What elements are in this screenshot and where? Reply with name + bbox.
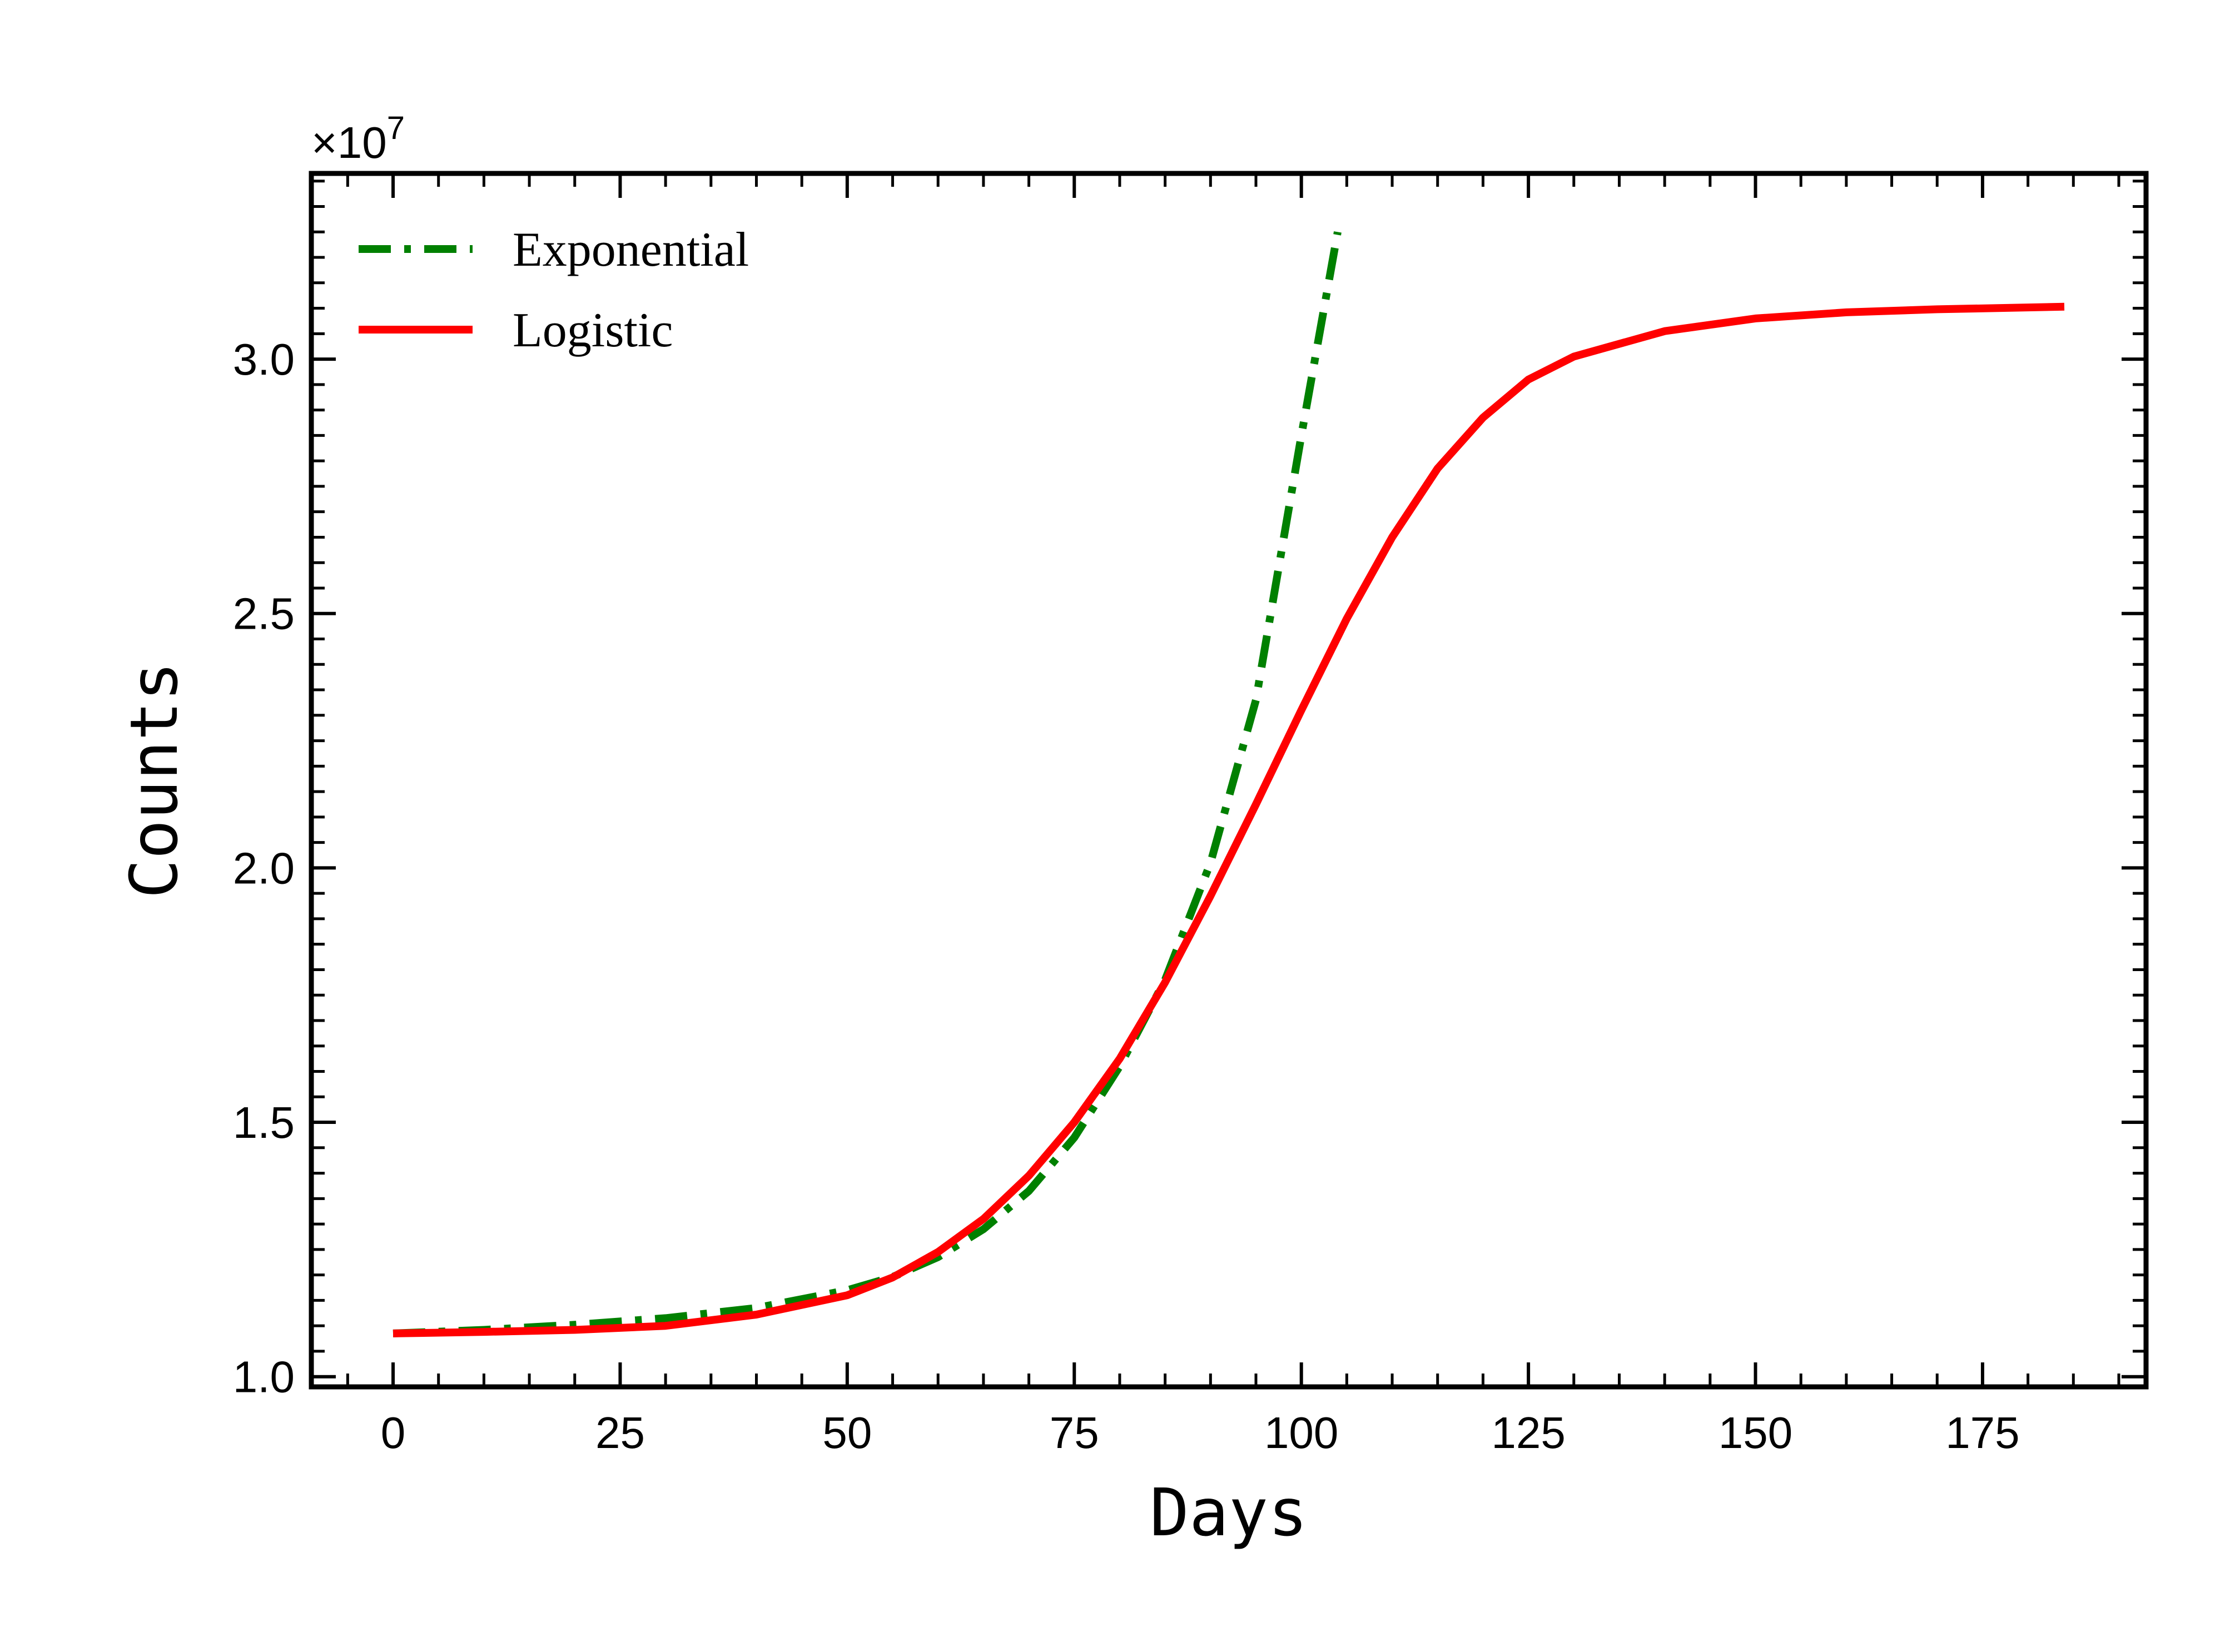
x-axis-label: Days (1150, 1474, 1308, 1551)
x-tick-label: 25 (595, 1408, 645, 1457)
series-line-exponential (393, 231, 1342, 1337)
x-tick-label: 50 (822, 1408, 872, 1457)
series-line-logistic (393, 302, 2065, 1337)
x-tick-label: 75 (1050, 1408, 1099, 1457)
multiplier-base: ×10 (311, 118, 387, 167)
legend-label: Logistic (513, 303, 673, 357)
multiplier-exponent: 7 (387, 110, 405, 146)
x-tick-label: 175 (1945, 1408, 2019, 1457)
legend: Exponential Logistic (359, 223, 749, 357)
y-tick-label: 3.0 (233, 335, 295, 384)
plot-frame (309, 171, 2149, 1390)
x-tick-label: 150 (1719, 1408, 1792, 1457)
y-axis-ticks: 1.0 1.5 2.0 2.5 3.0 (233, 180, 2146, 1402)
x-tick-label: 0 (381, 1408, 406, 1457)
x-tick-label: 125 (1491, 1408, 1565, 1457)
y-tick-label: 1.5 (233, 1098, 295, 1147)
x-axis-ticks: 0 25 50 75 100 125 150 175 (346, 173, 2120, 1457)
y-axis-label: Counts (116, 661, 192, 898)
x-tick-label: 100 (1264, 1408, 1338, 1457)
y-tick-label: 1.0 (233, 1352, 295, 1402)
plot-area: 0 25 50 75 100 125 150 175 1.0 1.5 2.0 2.5 3.0 (233, 171, 2149, 1457)
y-tick-label: 2.5 (233, 589, 295, 639)
y-axis-multiplier: ×107 (311, 110, 405, 167)
legend-label: Exponential (513, 223, 749, 277)
series-layer (393, 231, 2065, 1337)
y-tick-label: 2.0 (233, 843, 295, 893)
